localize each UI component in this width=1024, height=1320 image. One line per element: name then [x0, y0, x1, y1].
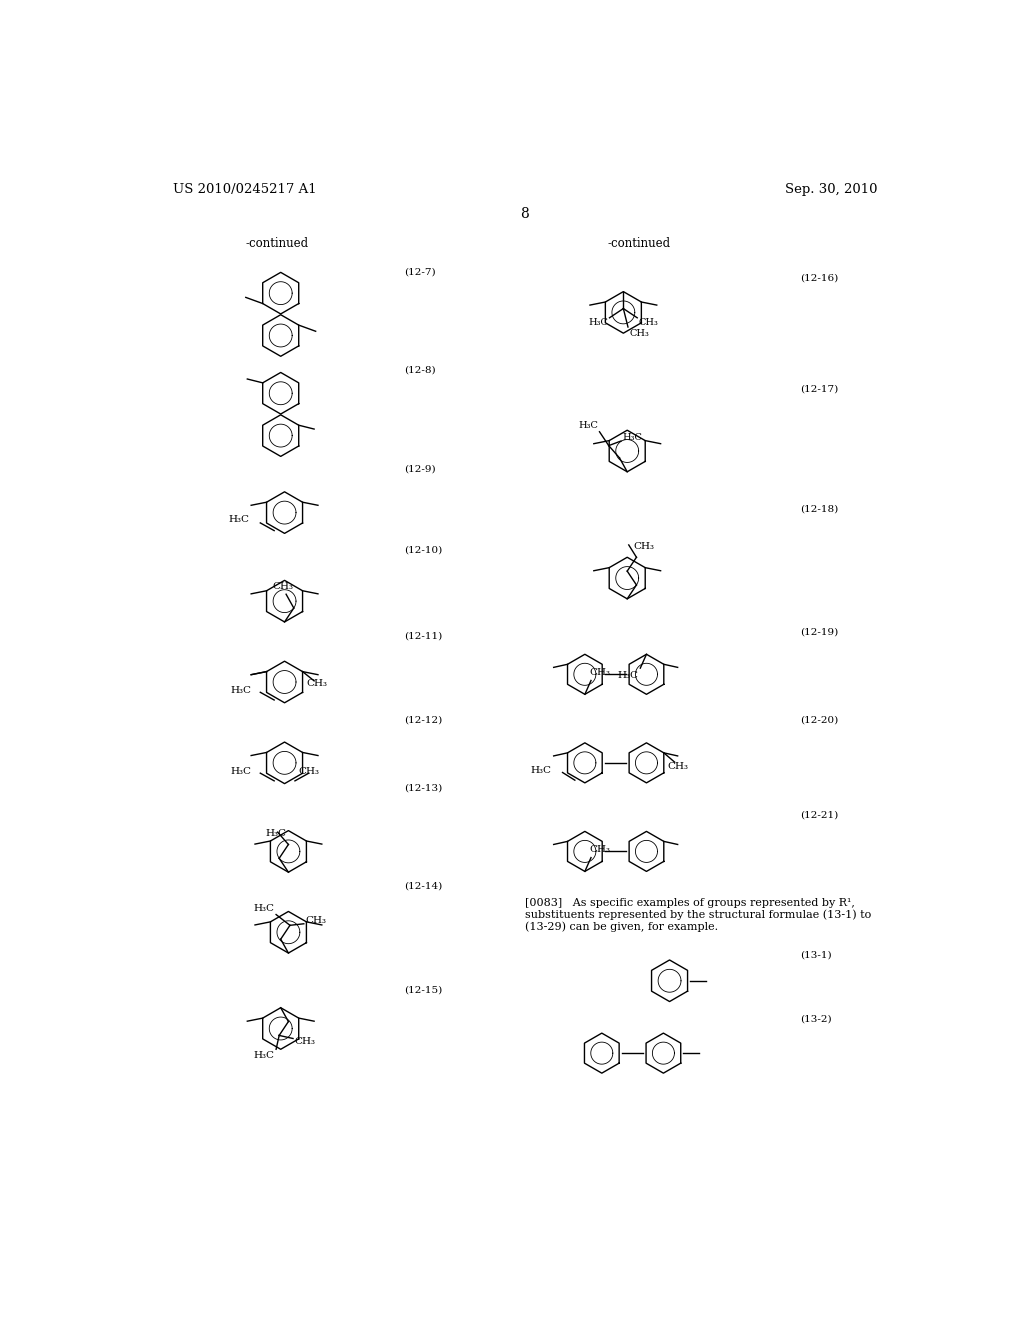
Text: CH₃: CH₃ [590, 668, 610, 677]
Text: H₃C: H₃C [254, 904, 274, 913]
Text: (12-10): (12-10) [403, 545, 442, 554]
Text: Sep. 30, 2010: Sep. 30, 2010 [785, 182, 878, 195]
Text: -continued: -continued [246, 236, 308, 249]
Text: CH₃: CH₃ [668, 762, 689, 771]
Text: H₃C: H₃C [617, 672, 639, 680]
Text: (12-19): (12-19) [801, 627, 839, 636]
Text: CH₃: CH₃ [306, 680, 328, 689]
Text: (12-14): (12-14) [403, 882, 442, 891]
Text: CH₃: CH₃ [305, 916, 327, 925]
Text: [0083]   As specific examples of groups represented by R¹,
substituents represen: [0083] As specific examples of groups re… [524, 898, 871, 932]
Text: (12-9): (12-9) [403, 465, 435, 473]
Text: H₃C: H₃C [254, 1051, 274, 1060]
Text: CH₃: CH₃ [272, 582, 294, 591]
Text: (13-2): (13-2) [801, 1015, 833, 1024]
Text: H₃C: H₃C [623, 433, 642, 442]
Text: CH₃: CH₃ [634, 543, 654, 550]
Text: -continued: -continued [607, 236, 671, 249]
Text: (12-13): (12-13) [403, 784, 442, 793]
Text: CH₃: CH₃ [295, 1038, 315, 1045]
Text: H₃C: H₃C [228, 515, 250, 524]
Text: H₃C: H₃C [230, 686, 251, 696]
Text: (12-17): (12-17) [801, 385, 839, 393]
Text: (12-15): (12-15) [403, 986, 442, 994]
Text: CH₃: CH₃ [590, 845, 610, 854]
Text: (12-16): (12-16) [801, 273, 839, 282]
Text: H₃C: H₃C [530, 767, 552, 775]
Text: CH₃: CH₃ [639, 318, 658, 327]
Text: H₃C: H₃C [266, 829, 287, 838]
Text: (12-21): (12-21) [801, 810, 839, 820]
Text: US 2010/0245217 A1: US 2010/0245217 A1 [173, 182, 316, 195]
Text: (12-18): (12-18) [801, 504, 839, 513]
Text: (12-12): (12-12) [403, 715, 442, 725]
Text: CH₃: CH₃ [630, 329, 649, 338]
Text: H₃C: H₃C [588, 318, 608, 327]
Text: (12-20): (12-20) [801, 715, 839, 725]
Text: (13-1): (13-1) [801, 950, 833, 960]
Text: H₃C: H₃C [230, 767, 251, 776]
Text: H₃C: H₃C [579, 421, 598, 430]
Text: (12-8): (12-8) [403, 366, 435, 375]
Text: 8: 8 [520, 207, 529, 220]
Text: CH₃: CH₃ [299, 767, 319, 776]
Text: (12-11): (12-11) [403, 631, 442, 640]
Text: (12-7): (12-7) [403, 268, 435, 277]
